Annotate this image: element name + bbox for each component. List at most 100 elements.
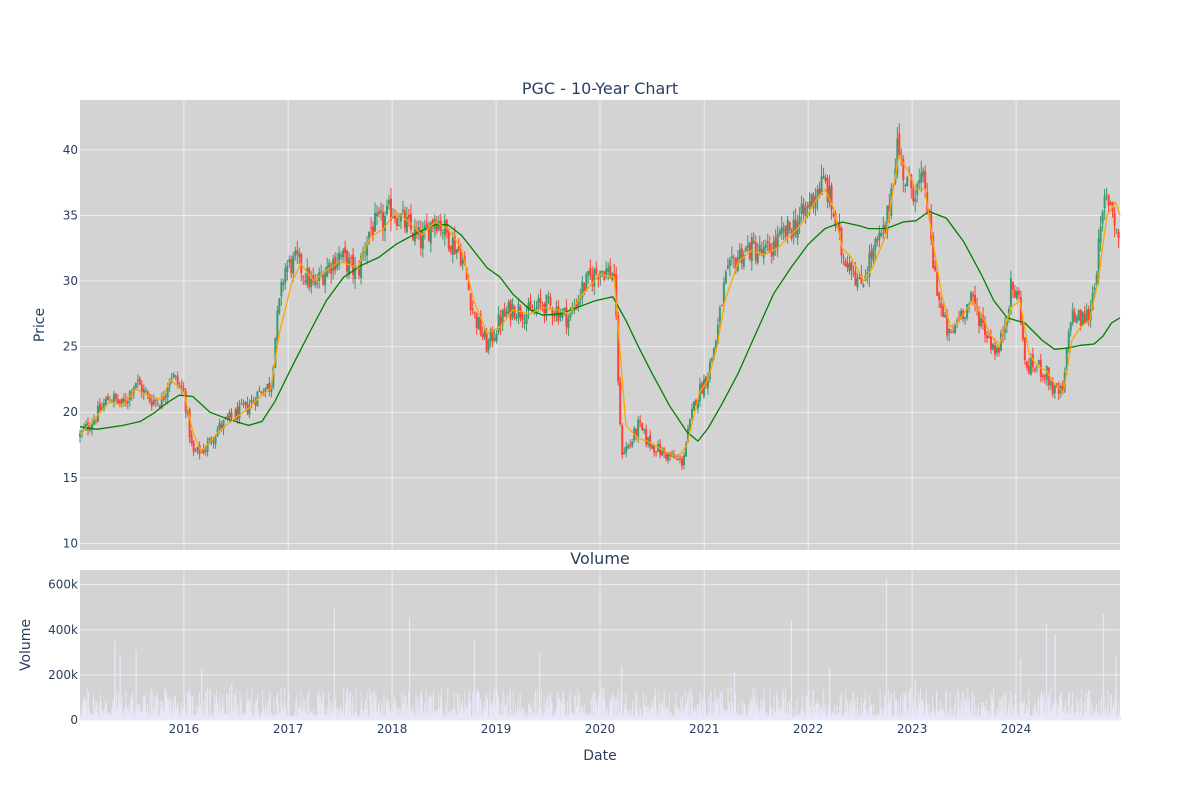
volume-bar <box>600 707 601 720</box>
candle-up <box>814 196 817 209</box>
volume-bar <box>725 715 727 720</box>
candle-down <box>1011 281 1014 290</box>
candle-down <box>543 303 546 315</box>
volume-bar <box>932 706 934 720</box>
volume-bar <box>203 698 205 720</box>
candle-up <box>374 212 377 232</box>
candle-down <box>984 321 987 336</box>
volume-bar <box>172 700 174 720</box>
candle-down <box>665 453 668 459</box>
volume-bar <box>547 694 548 720</box>
volume-bar <box>971 698 973 720</box>
volume-bar <box>971 691 973 720</box>
volume-bar <box>268 698 270 720</box>
candle-up <box>948 328 951 334</box>
volume-bar <box>861 715 863 720</box>
volume-bar <box>893 714 895 720</box>
candle-up <box>272 367 275 387</box>
volume-bar <box>978 702 980 720</box>
candle-down <box>952 331 955 333</box>
candle-up <box>896 138 899 174</box>
volume-bar <box>736 711 738 720</box>
volume-bar <box>168 710 170 720</box>
candle-down <box>188 409 191 438</box>
volume-bar <box>512 713 514 720</box>
volume-bar <box>943 711 945 720</box>
volume-bar <box>492 699 494 720</box>
volume-bar <box>704 703 706 720</box>
volume-bar <box>908 709 910 720</box>
candle-up <box>385 205 388 214</box>
candle-up <box>136 380 139 382</box>
volume-bar <box>151 716 153 720</box>
volume-bar <box>839 696 841 720</box>
volume-bar <box>180 716 182 720</box>
volume-spike-bar <box>914 679 916 720</box>
volume-bar <box>167 710 169 720</box>
volume-bar <box>177 707 179 720</box>
volume-bar <box>344 716 346 720</box>
volume-bar <box>213 716 215 720</box>
volume-bar <box>466 716 468 720</box>
volume-bar <box>398 708 400 720</box>
volume-bar <box>368 716 370 720</box>
candle-down <box>372 226 375 236</box>
volume-bar <box>773 716 775 720</box>
candle-up <box>750 237 753 262</box>
volume-bar <box>655 688 657 720</box>
volume-bar <box>905 690 907 720</box>
volume-bar <box>322 713 323 720</box>
volume-bar <box>110 715 112 720</box>
volume-bar <box>483 706 485 720</box>
volume-bar <box>1052 702 1054 720</box>
volume-bar <box>422 714 424 720</box>
volume-bar <box>1002 716 1004 720</box>
volume-bar <box>510 709 512 720</box>
candle-up <box>348 258 351 275</box>
volume-bar <box>405 716 407 720</box>
candle-down <box>938 292 941 300</box>
volume-bar <box>592 694 594 720</box>
volume-bar <box>455 714 457 720</box>
volume-bar <box>536 689 538 720</box>
candle-up <box>264 387 267 393</box>
volume-bar <box>240 702 241 720</box>
volume-bar <box>584 704 585 720</box>
volume-bar <box>979 715 981 720</box>
volume-bar <box>682 711 684 720</box>
volume-bar <box>253 716 255 720</box>
volume-bar <box>478 691 480 720</box>
volume-bar <box>467 707 469 720</box>
volume-bar <box>711 714 712 720</box>
volume-bar <box>906 715 908 720</box>
volume-bar <box>709 693 711 720</box>
volume-bar <box>340 716 342 720</box>
volume-bar <box>978 716 980 720</box>
volume-bar <box>247 702 249 720</box>
candle-down <box>378 211 381 214</box>
candle-down <box>846 263 849 268</box>
candle-up <box>780 226 783 234</box>
volume-bar <box>683 709 685 720</box>
candle-down <box>752 240 755 244</box>
volume-bar <box>680 709 682 720</box>
volume-bar <box>562 693 564 720</box>
candle-up <box>364 252 367 254</box>
volume-bar <box>521 708 523 720</box>
volume-bar <box>739 714 741 720</box>
volume-bar <box>1001 696 1003 720</box>
candle-down <box>774 237 777 248</box>
candle-up <box>882 224 885 229</box>
volume-bar <box>975 715 977 720</box>
volume-bar <box>1101 715 1103 720</box>
volume-bar <box>477 691 479 720</box>
volume-bar <box>426 711 428 720</box>
volume-bar <box>970 709 972 720</box>
volume-bar <box>320 695 322 720</box>
volume-bar <box>215 697 217 720</box>
candle-down <box>958 318 961 320</box>
volume-bar <box>745 715 747 720</box>
volume-bar <box>414 715 416 720</box>
candle-up <box>326 266 329 277</box>
volume-bar <box>98 704 100 720</box>
